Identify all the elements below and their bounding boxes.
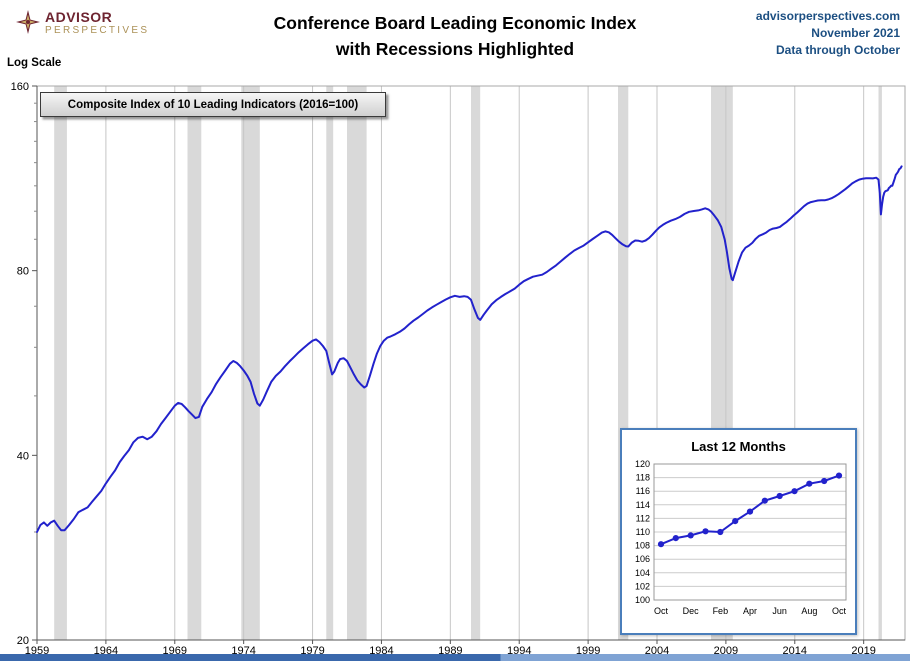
inset-y-tick-label: 104: [635, 568, 650, 578]
recession-band: [187, 86, 202, 640]
y-axis-scale-label: Log Scale: [7, 57, 62, 69]
inset-data-point: [776, 492, 783, 500]
inset-y-tick-label: 116: [636, 486, 650, 496]
inset-data-point: [657, 541, 665, 548]
inset-chart-svg: 100 102 104 106 108 110 112 114 116 118 120 Oct Dec F…: [635, 460, 847, 616]
inset-data-point: [821, 477, 828, 485]
issue-date-text: November 2021: [811, 26, 900, 40]
inset-y-tick-label: 110: [636, 527, 650, 537]
inset-y-tick-label: 112: [636, 513, 650, 523]
inset-plot-border: [653, 463, 847, 601]
inset-data-point: [791, 488, 798, 495]
last-12-months-inset-panel: Last 12 Months 100 102 104 106 108 110 112 114 1…: [620, 428, 857, 635]
inset-x-tick-label: Dec: [683, 606, 700, 616]
inset-data-point: [761, 497, 768, 504]
chart-title: Conference Board Leading Economic Index …: [0, 10, 910, 62]
legend-label: Composite Index of 10 Leading Indicators…: [67, 98, 359, 111]
compass-rose-icon: [16, 10, 40, 39]
inset-y-tick-label: 102: [635, 581, 650, 591]
inset-x-tick-label: Aug: [801, 606, 817, 616]
y-tick-label: 40: [17, 450, 29, 462]
inset-data-point: [835, 472, 843, 479]
lei-series-line: [36, 165, 903, 533]
inset-data-point: [746, 508, 754, 515]
inset-y-tick-label: 108: [635, 541, 650, 551]
recession-band: [241, 86, 260, 640]
logo-wordmark: ADVISOR PERSPECTIVES: [45, 10, 149, 36]
recession-band: [54, 86, 67, 640]
site-url-text: advisorperspectives.com: [755, 9, 900, 23]
inset-data-point: [806, 480, 813, 487]
logo-perspectives-text: PERSPECTIVES: [45, 24, 150, 36]
chart-title-line2: with Recessions Highlighted: [335, 39, 575, 59]
recession-band: [471, 86, 481, 640]
inset-x-tick-label: Oct: [654, 606, 669, 616]
footer-accent-bar: [0, 654, 910, 661]
recession-band: [618, 86, 629, 640]
chart-title-line1: Conference Board Leading Economic Index: [273, 13, 637, 33]
y-tick-label: 20: [17, 635, 29, 647]
inset-x-tick-label: Feb: [713, 606, 729, 616]
data-through-text: Data through October: [775, 43, 900, 57]
advisor-perspectives-logo: ADVISOR PERSPECTIVES: [16, 10, 149, 39]
recession-band: [347, 86, 367, 640]
inset-y-tick-label: 100: [635, 595, 650, 605]
recession-band: [878, 86, 882, 640]
logo-advisor-text: ADVISOR: [45, 9, 113, 25]
inset-title: Last 12 Months: [691, 439, 786, 454]
inset-x-tick-label: Jun: [772, 606, 787, 616]
inset-x-tick-label: Oct: [832, 606, 847, 616]
inset-data-point: [672, 535, 679, 542]
inset-y-tick-label: 120: [635, 460, 650, 469]
inset-data-point: [702, 528, 709, 535]
y-tick-label: 160: [11, 81, 29, 93]
inset-y-tick-label: 114: [636, 500, 650, 510]
legend-box: Composite Index of 10 Leading Indicators…: [40, 92, 386, 117]
inset-x-tick-label: Apr: [743, 606, 757, 616]
inset-y-tick-label: 106: [635, 554, 650, 564]
inset-data-point: [687, 532, 694, 539]
inset-data-point: [717, 528, 724, 536]
inset-y-tick-label: 118: [636, 473, 650, 483]
source-attribution: advisorperspectives.com November 2021 Da…: [756, 8, 900, 59]
y-tick-label: 80: [17, 266, 29, 278]
inset-data-point: [732, 518, 739, 525]
